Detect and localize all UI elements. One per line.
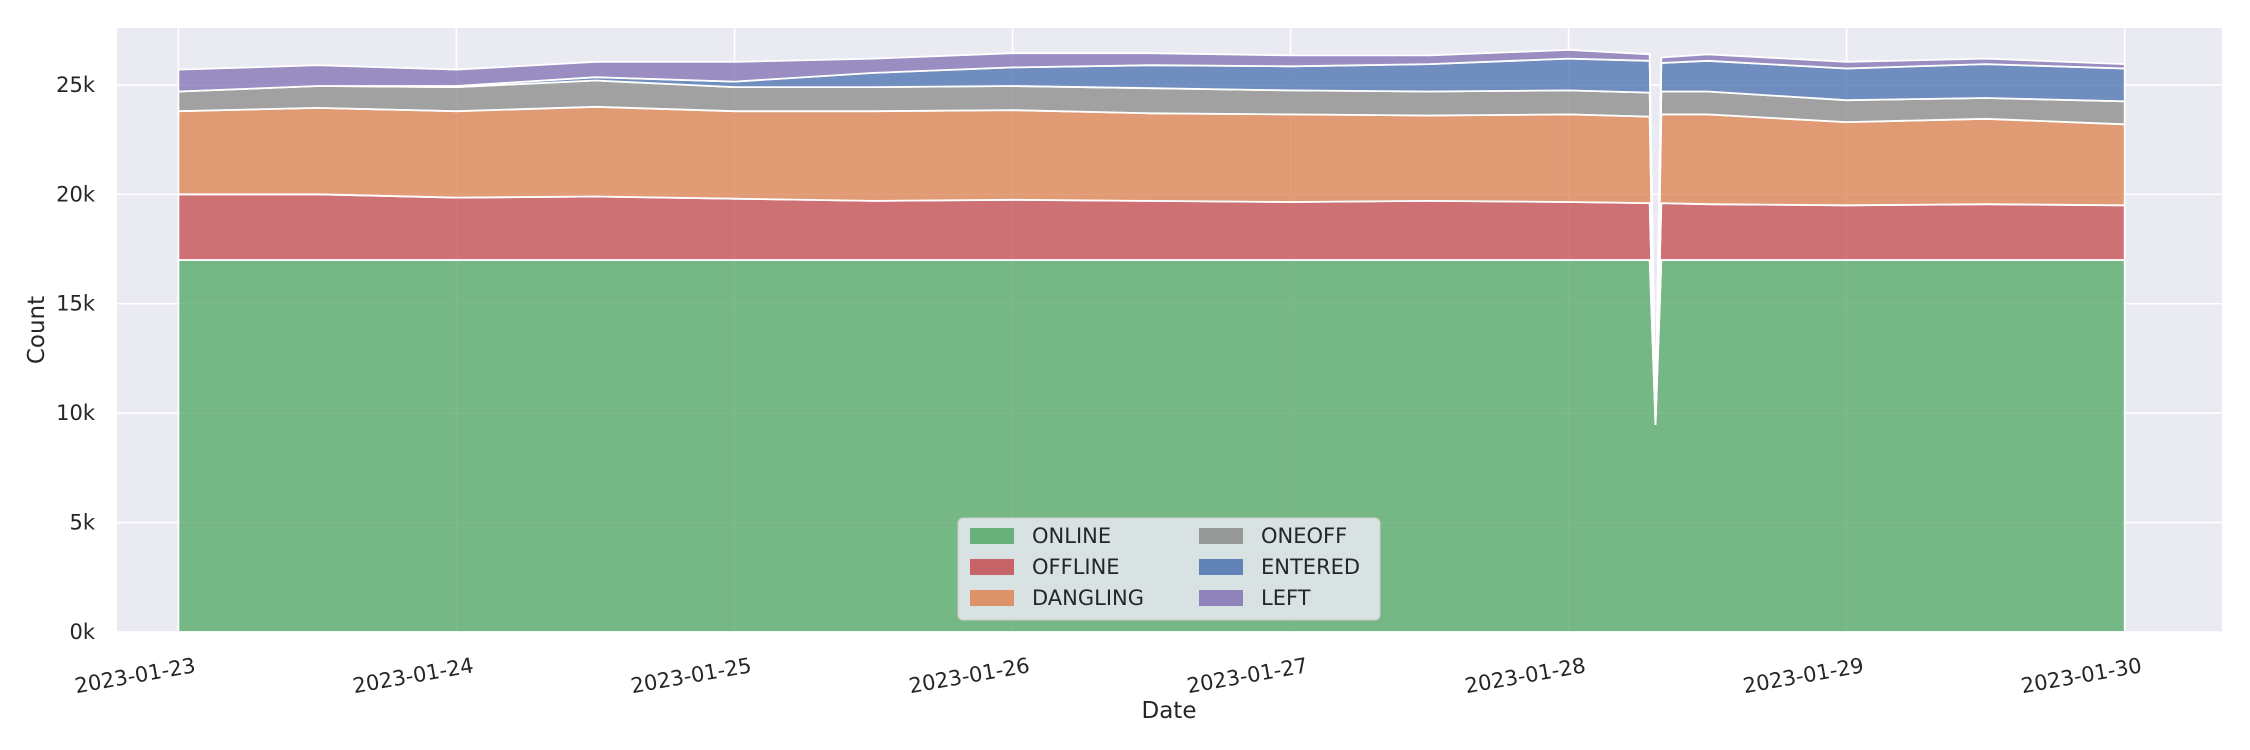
x-tick-label: 2023-01-23	[73, 653, 197, 698]
y-tick-label: 20k	[56, 182, 96, 206]
x-axis-title: Date	[1142, 698, 1197, 724]
legend-swatch-oneoff	[1199, 528, 1243, 544]
x-tick-label: 2023-01-29	[1741, 653, 1865, 698]
y-tick-label: 15k	[56, 292, 96, 316]
y-tick-label: 25k	[56, 73, 96, 97]
y-tick-label: 0k	[69, 620, 95, 644]
x-tick-label: 2023-01-26	[907, 653, 1031, 698]
series-areas	[177, 49, 2126, 633]
x-tick-label: 2023-01-30	[2019, 653, 2143, 698]
x-tick-label: 2023-01-25	[629, 653, 753, 698]
legend-swatch-offline	[970, 559, 1014, 575]
y-axis-title: Count	[24, 296, 50, 364]
legend-label-entered: ENTERED	[1261, 555, 1360, 579]
y-axis-ticks: 0k 5k 10k 15k 20k 25k	[56, 73, 96, 644]
x-tick-label: 2023-01-24	[351, 653, 475, 698]
legend-label-online: ONLINE	[1032, 524, 1111, 548]
x-tick-label: 2023-01-28	[1463, 653, 1587, 698]
legend-box	[957, 517, 1381, 621]
legend-label-offline: OFFLINE	[1032, 555, 1120, 579]
legend-swatch-entered	[1199, 559, 1243, 575]
x-tick-label: 2023-01-27	[1185, 653, 1309, 698]
legend-swatch-online	[970, 528, 1014, 544]
legend: ONLINE OFFLINE DANGLING ONEOFF ENTERED LEFT	[957, 517, 1381, 621]
x-axis-ticks: 2023-01-23 2023-01-24 2023-01-25 2023-01-26…	[73, 653, 2144, 698]
legend-label-left: LEFT	[1261, 586, 1311, 610]
legend-swatch-left	[1199, 590, 1243, 606]
area-left	[177, 49, 2126, 425]
y-tick-label: 5k	[69, 511, 95, 535]
legend-label-oneoff: ONEOFF	[1261, 524, 1347, 548]
legend-label-dangling: DANGLING	[1032, 586, 1144, 610]
y-tick-label: 10k	[56, 401, 96, 425]
legend-swatch-dangling	[970, 590, 1014, 606]
